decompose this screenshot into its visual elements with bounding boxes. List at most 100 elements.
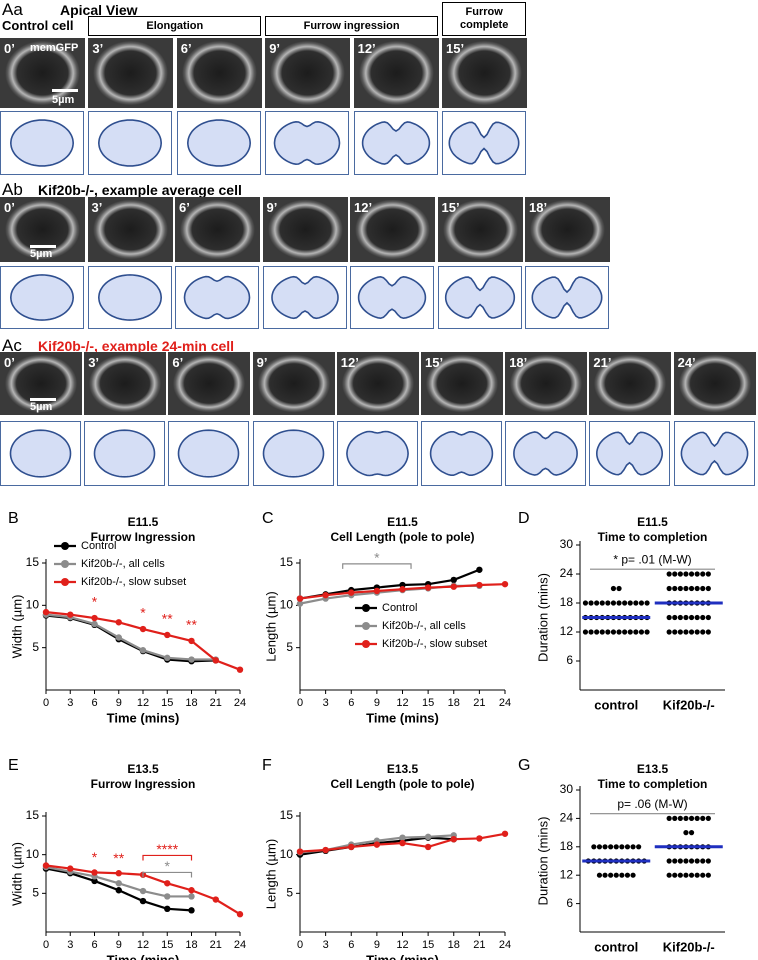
data-point [694, 629, 700, 635]
cell-shape [448, 121, 520, 165]
cell-shape [97, 274, 162, 321]
data-point [705, 858, 711, 864]
data-point [91, 877, 98, 885]
data-point [115, 880, 122, 887]
category-label: Kif20b-/- [663, 939, 715, 954]
frame-label: 24’ [677, 355, 696, 370]
x-axis-label: Time (mins) [107, 710, 180, 725]
outline-drawing [186, 119, 251, 167]
cell-outline [353, 111, 438, 175]
data-point [683, 872, 689, 878]
data-point [616, 585, 622, 592]
outline-drawing [357, 275, 427, 320]
data-point [296, 848, 304, 855]
x-tick-label: 21 [210, 939, 222, 951]
frame-label: 12’ [340, 355, 359, 370]
chart-title: E13.5 [637, 762, 669, 776]
cell-outline [168, 421, 250, 486]
legend-label: Control [382, 602, 417, 614]
data-point [666, 629, 672, 635]
micrograph: 24’ [673, 352, 756, 415]
data-point [582, 629, 589, 635]
scale-bar [30, 245, 56, 248]
chart-title: E13.5 [387, 762, 419, 776]
category-label: Kif20b-/- [663, 697, 715, 712]
frame-label: 18’ [529, 200, 548, 215]
x-tick-label: 0 [297, 697, 303, 709]
data-point [666, 571, 672, 577]
cell-shape [531, 276, 603, 319]
panel-label: E [8, 757, 19, 774]
legend-swatch [362, 622, 370, 630]
data-point [599, 600, 605, 606]
data-point [677, 872, 683, 878]
data-point [588, 629, 594, 635]
data-point [164, 654, 171, 662]
outline-drawing [270, 275, 339, 320]
data-point [638, 600, 645, 606]
cell-shape [183, 275, 251, 320]
x-tick-label: 24 [499, 697, 511, 709]
chart-subtitle: Time to completion [598, 777, 708, 791]
data-point [705, 614, 711, 621]
data-point [688, 585, 695, 592]
micrograph: 0’ 5µm [0, 352, 82, 415]
data-point [476, 566, 483, 573]
data-point [683, 585, 689, 592]
data-point [700, 614, 706, 621]
outline-drawing [183, 275, 251, 320]
x-tick-label: 18 [448, 697, 460, 709]
x-tick-label: 15 [161, 697, 173, 709]
data-point [610, 585, 617, 592]
data-point [627, 629, 633, 635]
frame-label: 3’ [91, 200, 103, 215]
data-point [476, 581, 483, 589]
cell-shape [9, 429, 72, 478]
panel-label: B [8, 510, 19, 527]
micrograph: 12’ [336, 352, 419, 415]
data-point [694, 815, 700, 822]
data-point [633, 629, 639, 635]
x-tick-label: 0 [43, 939, 49, 951]
cell-outline [437, 266, 522, 329]
y-tick-label: 12 [560, 867, 574, 881]
legend-swatch [61, 542, 69, 550]
legend-label: Kif20b-/-, slow subset [382, 638, 487, 650]
data-point [688, 872, 695, 878]
data-point [610, 629, 617, 635]
data-point [672, 858, 678, 864]
data-point [672, 629, 678, 635]
cell-shape [270, 275, 339, 320]
data-point [705, 585, 711, 592]
chart-subtitle: Furrow Ingression [91, 777, 196, 791]
cell-shape [429, 431, 494, 476]
legend-swatch [61, 560, 69, 568]
significance: p= .06 (M-W) [617, 797, 687, 811]
frame-label: 3’ [92, 41, 104, 56]
frame-label: 6’ [172, 355, 184, 370]
x-tick-label: 18 [448, 939, 460, 951]
data-point [424, 843, 432, 851]
data-point [608, 872, 614, 878]
data-point [115, 887, 122, 894]
outline-drawing [448, 121, 520, 165]
data-point [212, 657, 219, 664]
legend-swatch [362, 640, 370, 648]
data-point [476, 835, 483, 842]
outline-drawing [596, 431, 664, 476]
stage-label: Furrow complete [442, 2, 527, 36]
chart-title: E11.5 [637, 515, 668, 529]
frame-label: 15’ [446, 41, 465, 56]
outline-drawing [345, 430, 409, 477]
cell-outline [525, 266, 609, 329]
frame-label: 18’ [509, 355, 528, 370]
data-point [688, 629, 695, 635]
frame-label: 9’ [256, 355, 268, 370]
chart-title: E13.5 [127, 762, 159, 776]
data-point [602, 872, 608, 878]
outline-drawing [444, 276, 515, 319]
outline-drawing [93, 429, 156, 478]
data-point [399, 839, 406, 847]
cell-outline [88, 111, 173, 175]
